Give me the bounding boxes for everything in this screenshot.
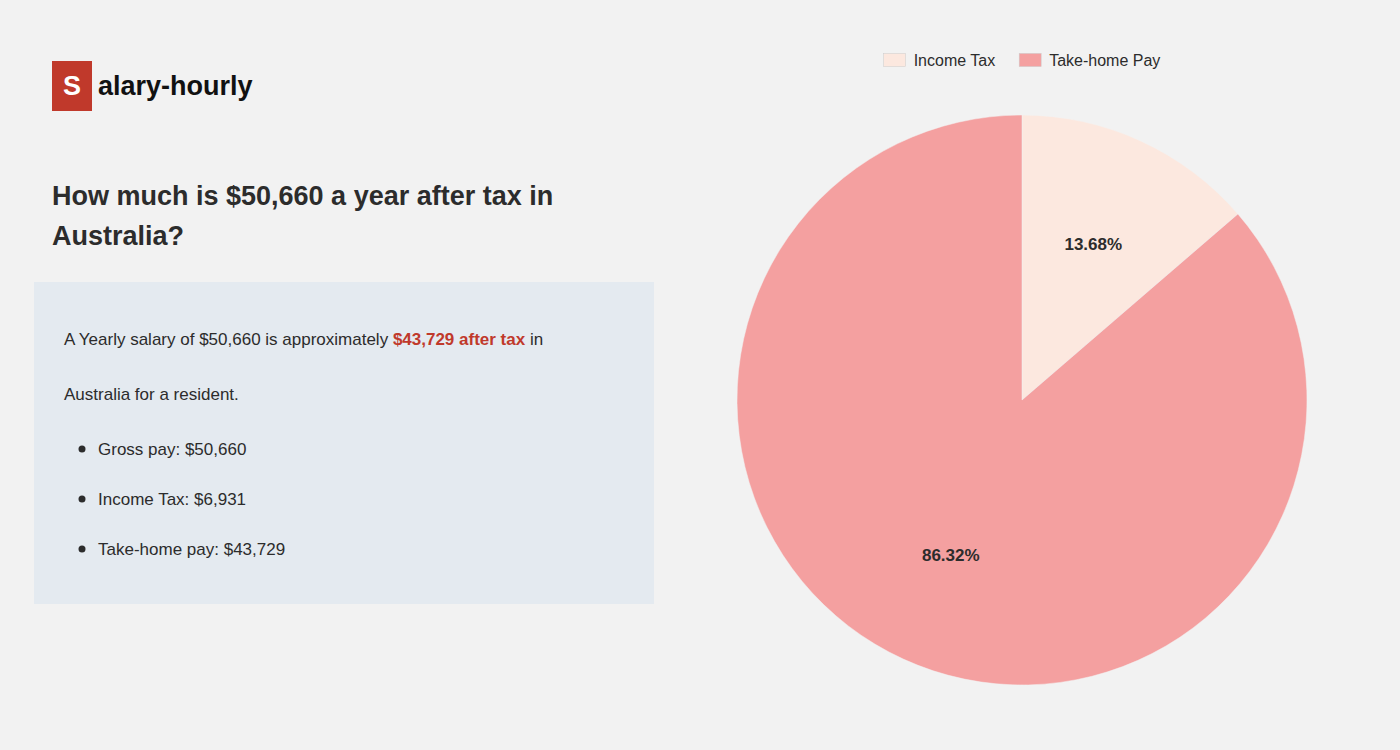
- body-text-part: $43,729 after tax: [393, 330, 526, 349]
- bullet-text: Gross pay: $50,660: [98, 440, 246, 459]
- body-text: A Yearly salary of $50,660 is approximat…: [64, 330, 543, 349]
- body-text-part: in: [525, 330, 543, 349]
- logo-text: alary-hourly: [98, 71, 253, 101]
- pie: 13.68% 86.32%: [737, 115, 1307, 685]
- background: [0, 0, 1400, 750]
- bullet: [79, 546, 86, 553]
- legend-label: Income Tax: [914, 52, 996, 69]
- pie-slice: [737, 115, 1307, 685]
- bullet: [79, 496, 86, 503]
- logo-box: [52, 61, 92, 111]
- title: How much is $50,660 a year after tax inA…: [52, 181, 553, 251]
- legend-swatch: [884, 53, 906, 66]
- bullet: [79, 446, 86, 453]
- data-label: 86.32%: [922, 546, 980, 565]
- bullet-text: Income Tax: $6,931: [98, 490, 246, 509]
- legend-label: Take-home Pay: [1049, 52, 1160, 69]
- body-text-part: A Yearly salary of $50,660 is approximat…: [64, 330, 393, 349]
- legend: Income Tax Take-home Pay: [884, 52, 1161, 69]
- body-text: Australia for a resident.: [64, 385, 239, 404]
- legend-item: Income Tax: [884, 52, 996, 69]
- logo-letter: S: [63, 71, 81, 101]
- chart: Salary-hourly How much is $50,660 a year …: [0, 0, 1400, 750]
- legend-item: Take-home Pay: [1019, 52, 1160, 69]
- legend-swatch: [1019, 53, 1041, 66]
- bullet-text: Take-home pay: $43,729: [98, 540, 285, 559]
- data-label: 13.68%: [1064, 235, 1122, 254]
- info-box: [34, 282, 654, 604]
- text-panel: Salary-hourly How much is $50,660 a year …: [34, 61, 654, 604]
